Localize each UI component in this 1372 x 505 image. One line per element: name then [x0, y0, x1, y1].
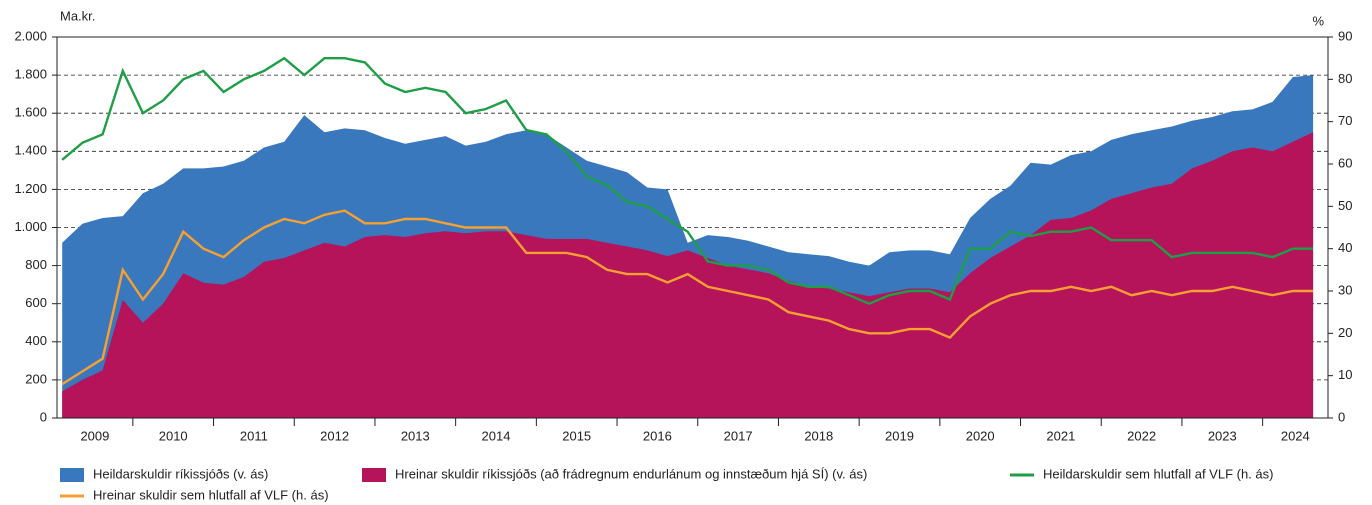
x-tick-label: 2011	[240, 428, 268, 443]
legend-label: Heildarskuldir sem hlutfall af VLF (h. á…	[1043, 466, 1273, 481]
y2-tick-label: 40	[1338, 240, 1352, 255]
y2-tick-label: 30	[1338, 282, 1352, 297]
legend-label: Hreinar skuldir sem hlutfall af VLF (h. …	[93, 487, 329, 502]
y2-tick-label: 80	[1338, 71, 1352, 86]
y2-tick-label: 70	[1338, 113, 1352, 128]
legend-label: Hreinar skuldir ríkissjóðs (að frádregnu…	[395, 466, 867, 481]
x-tick-label: 2023	[1208, 428, 1237, 443]
y-tick-label: 400	[25, 333, 47, 348]
y-tick-label: 800	[25, 257, 47, 272]
y-tick-label: 0	[40, 409, 47, 424]
y2-tick-label: 50	[1338, 198, 1352, 213]
x-tick-label: 2014	[482, 428, 511, 443]
x-tick-label: 2020	[966, 428, 995, 443]
y-tick-label: 1.600	[14, 105, 47, 120]
x-tick-label: 2012	[320, 428, 349, 443]
y-unit: Ma.kr.	[60, 8, 95, 23]
y-tick-label: 1.200	[14, 181, 47, 196]
line	[61, 209, 1314, 386]
y2-tick-label: 0	[1338, 409, 1345, 424]
x-tick-label: 2013	[401, 428, 430, 443]
x-tick-label: 2016	[643, 428, 672, 443]
y-tick-label: 2.000	[14, 28, 47, 43]
y2-unit: %	[1312, 13, 1324, 28]
legend-label: Heildarskuldir ríkissjóðs (v. ás)	[93, 466, 268, 481]
x-tick-label: 2024	[1281, 428, 1310, 443]
x-tick-label: 2018	[804, 428, 833, 443]
y2-tick-label: 20	[1338, 325, 1352, 340]
legend-swatch	[362, 468, 386, 482]
y-tick-label: 1.400	[14, 143, 47, 158]
x-tick-label: 2021	[1046, 428, 1075, 443]
line	[61, 56, 1314, 306]
y2-tick-label: 10	[1338, 367, 1352, 382]
x-tick-label: 2022	[1127, 428, 1156, 443]
y-tick-label: 200	[25, 371, 47, 386]
legend-swatch	[60, 468, 84, 482]
y2-tick-label: 90	[1338, 28, 1352, 43]
x-tick-label: 2015	[562, 428, 591, 443]
x-tick-label: 2019	[885, 428, 914, 443]
plot-frame	[56, 36, 1329, 419]
x-tick-label: 2010	[159, 428, 188, 443]
y-tick-label: 1.800	[14, 67, 47, 82]
y-tick-label: 1.000	[14, 219, 47, 234]
x-tick-label: 2009	[80, 428, 109, 443]
y-tick-label: 600	[25, 295, 47, 310]
y2-tick-label: 60	[1338, 155, 1352, 170]
x-tick-label: 2017	[724, 428, 753, 443]
